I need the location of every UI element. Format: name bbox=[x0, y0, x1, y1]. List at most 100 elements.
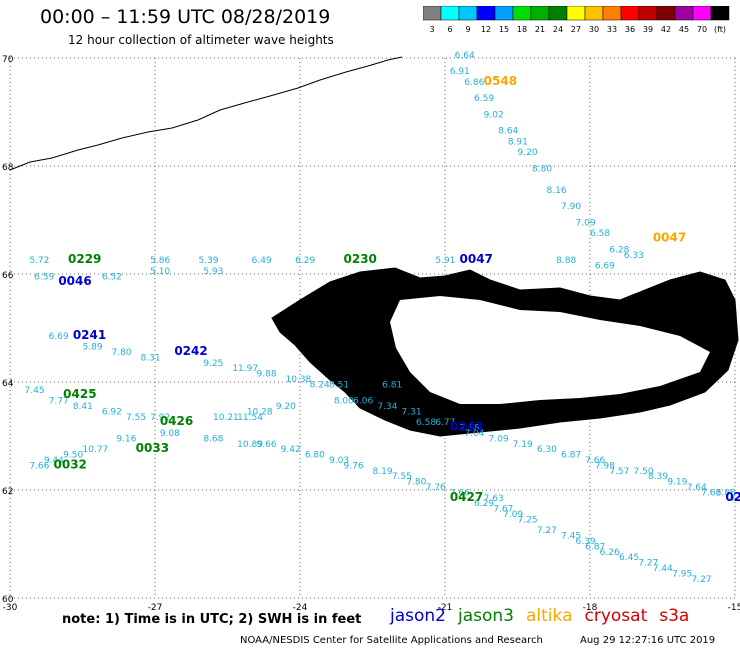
y-tick-label: 68 bbox=[2, 163, 14, 173]
colorbar-label: 15 bbox=[499, 25, 509, 34]
credit-text: NOAA/NESDIS Center for Satellite Applica… bbox=[240, 635, 543, 646]
satellite-legend-item: s3a bbox=[659, 606, 690, 626]
swh-value: 7.66 bbox=[450, 488, 470, 498]
swh-value: 6.33 bbox=[624, 251, 644, 261]
swh-value: 7.27 bbox=[692, 575, 712, 585]
colorbar-label: 6 bbox=[447, 25, 452, 34]
iceland-highland-white bbox=[390, 296, 710, 404]
swh-value: 9.19 bbox=[667, 478, 687, 488]
track-time-label: 0229 bbox=[68, 252, 101, 266]
swh-value: 5.39 bbox=[199, 256, 219, 266]
swh-value: 9.50 bbox=[63, 451, 83, 461]
swh-value: 6.39 bbox=[576, 537, 596, 547]
swh-value: 7.04 bbox=[464, 429, 484, 439]
swh-value: 7.57 bbox=[609, 467, 629, 477]
swh-value: 7.63 bbox=[701, 488, 721, 498]
swh-value: 7.76 bbox=[426, 483, 446, 493]
swh-value: 10.28 bbox=[247, 407, 273, 417]
track-time-label: 0548 bbox=[484, 74, 517, 88]
swh-value: 6.59 bbox=[474, 94, 494, 104]
swh-value: 7.51 bbox=[730, 494, 740, 504]
x-tick-label: -18 bbox=[583, 603, 598, 613]
swh-value: 7.80 bbox=[112, 348, 132, 358]
swh-value: 8.88 bbox=[556, 256, 576, 266]
swh-value: 10.89 bbox=[237, 440, 263, 450]
swh-value: 7.95 bbox=[672, 569, 692, 579]
track-time-label: 0033 bbox=[136, 441, 169, 455]
swh-value: 7.63 bbox=[484, 494, 504, 504]
swh-values: 6.646.916.866.599.028.648.919.208.808.16… bbox=[25, 51, 740, 585]
track-time-label: 0046 bbox=[58, 274, 91, 288]
colorbar-label: 70 bbox=[697, 25, 707, 34]
swh-value: 6.28 bbox=[609, 245, 629, 255]
satellite-legend-item: altika bbox=[526, 606, 573, 626]
swh-value: 7.38 bbox=[460, 424, 480, 434]
swh-value: 7.55 bbox=[126, 413, 146, 423]
swh-value: 6.87 bbox=[585, 542, 605, 552]
swh-value: 6.29 bbox=[474, 499, 494, 509]
colorbar-label: 3 bbox=[429, 25, 434, 34]
swh-value: 7.25 bbox=[518, 515, 538, 525]
x-tick-label: -30 bbox=[3, 603, 18, 613]
swh-value: 9.66 bbox=[257, 440, 277, 450]
swh-value: 9.25 bbox=[203, 359, 223, 369]
swh-value: 7.44 bbox=[653, 564, 673, 574]
swh-value: 11.97 bbox=[232, 364, 258, 374]
track-time-labels: 0548 0047 0229 0230 0047 0046 0241 0242 0425 0426… bbox=[54, 74, 740, 504]
swh-value: 5.72 bbox=[29, 256, 49, 266]
swh-value: 8.91 bbox=[508, 137, 528, 147]
colorbar-label: 21 bbox=[535, 25, 545, 34]
colorbar-label: 27 bbox=[571, 25, 581, 34]
swh-value: 9.03 bbox=[329, 456, 349, 466]
swh-value: 7.90 bbox=[561, 202, 581, 212]
swh-value: 8.19 bbox=[373, 467, 393, 477]
swh-value: 7.09 bbox=[503, 510, 523, 520]
x-tick-label: -21 bbox=[438, 603, 453, 613]
swh-value: 6.80 bbox=[305, 451, 325, 461]
colorbar-label: 33 bbox=[607, 25, 617, 34]
track-time-label: 0032 bbox=[54, 457, 87, 471]
colorbar-label: 24 bbox=[553, 25, 563, 34]
swh-value: 7.66 bbox=[585, 456, 605, 466]
track-time-label: 0241 bbox=[73, 328, 106, 342]
track-time-label: 0047 bbox=[653, 231, 686, 245]
axis-tick-labels: -30 -27 -24 -21 -18 -15 60 62 64 66 68 70 bbox=[2, 55, 740, 613]
swh-value: 6.58 bbox=[416, 418, 436, 428]
swh-value: 6.81 bbox=[382, 380, 402, 390]
swh-value: 7.55 bbox=[392, 472, 412, 482]
track-time-label: 0426 bbox=[160, 414, 193, 428]
satellite-legend-item: jason3 bbox=[458, 606, 514, 626]
swh-value: 5.10 bbox=[150, 267, 170, 277]
swh-value: 7.66 bbox=[29, 461, 49, 471]
swh-value: 6.45 bbox=[619, 553, 639, 563]
swh-value: 6.77 bbox=[435, 418, 455, 428]
swh-value: 7.98 bbox=[595, 461, 615, 471]
y-tick-label: 62 bbox=[2, 487, 13, 497]
colorbar-label: 9 bbox=[465, 25, 470, 34]
y-tick-label: 66 bbox=[2, 271, 14, 281]
swh-value: 6.88 bbox=[716, 488, 736, 498]
swh-value: 7.27 bbox=[638, 559, 658, 569]
chart-title: 00:00 – 11:59 UTC 08/28/2019 bbox=[40, 6, 331, 28]
swh-value: 7.19 bbox=[513, 440, 533, 450]
colorbar-label: 30 bbox=[589, 25, 599, 34]
swh-value: 5.93 bbox=[203, 267, 223, 277]
swh-value: 9.42 bbox=[281, 445, 301, 455]
swh-value: 8.80 bbox=[532, 164, 552, 174]
swh-value: 5.86 bbox=[150, 256, 170, 266]
note-text: note: 1) Time is in UTC; 2) SWH is in fe… bbox=[62, 612, 362, 627]
swh-value: 11.54 bbox=[237, 413, 263, 423]
colorbar-label: (ft) bbox=[714, 25, 726, 34]
swh-value: 6.86 bbox=[464, 78, 484, 88]
swh-value: 6.91 bbox=[450, 67, 470, 77]
track-time-label: 0047 bbox=[460, 252, 493, 266]
track-time-label: 0427 bbox=[450, 490, 483, 504]
track-time-label: 0243 bbox=[450, 420, 483, 434]
swh-value: 9.44 bbox=[44, 456, 64, 466]
track-time-label: 0425 bbox=[63, 387, 96, 401]
swh-value: 7.50 bbox=[634, 467, 654, 477]
x-tick-label: -15 bbox=[728, 603, 740, 613]
swh-value: 9.20 bbox=[276, 402, 296, 412]
track-time-label: 0244 bbox=[725, 490, 740, 504]
swh-value: 7.27 bbox=[537, 526, 557, 536]
